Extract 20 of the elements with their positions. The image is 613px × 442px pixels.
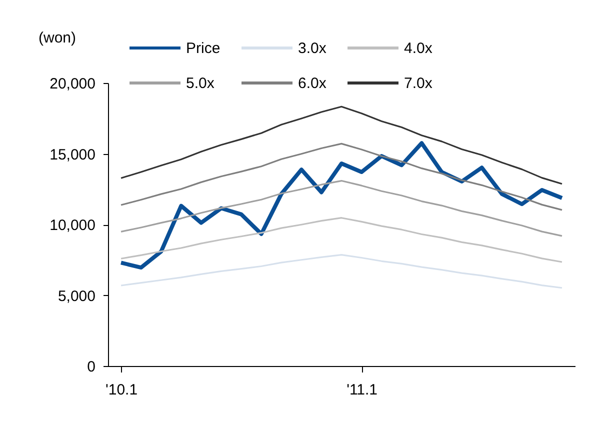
- line-series: [120, 254, 563, 289]
- y-tick-label: 5,000: [58, 288, 96, 305]
- y-tick-label: 15,000: [50, 146, 96, 164]
- legend-label: 3.0x: [298, 40, 327, 57]
- legend-label: 5.0x: [186, 75, 215, 92]
- legend-label: 6.0x: [298, 75, 327, 92]
- line-series: [120, 217, 563, 263]
- y-axis-title: (won): [38, 30, 76, 46]
- legend-label: Price: [186, 40, 220, 57]
- line-series: [119, 141, 564, 270]
- line-series: [120, 180, 563, 237]
- x-tick-label: '11.1: [346, 382, 378, 398]
- line-series: [120, 142, 563, 211]
- y-tick-label: 10,000: [50, 217, 96, 234]
- y-tick-label: 0: [87, 358, 96, 376]
- legend-label: 7.0x: [404, 75, 433, 92]
- y-tick-label: 20,000: [50, 76, 96, 92]
- line-series: [120, 106, 563, 185]
- legend-label: 4.0x: [404, 40, 433, 57]
- x-tick-label: '10.1: [105, 382, 138, 398]
